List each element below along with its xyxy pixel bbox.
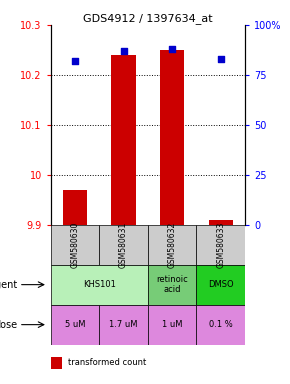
Bar: [51, 265, 148, 305]
Bar: [111, 55, 136, 225]
Point: [121, 48, 126, 54]
Text: GSM580633: GSM580633: [216, 222, 225, 268]
Bar: [51, 357, 62, 369]
Bar: [197, 225, 245, 265]
Bar: [51, 225, 99, 265]
Text: GSM580631: GSM580631: [119, 222, 128, 268]
Text: 1 uM: 1 uM: [162, 320, 182, 329]
Bar: [148, 225, 196, 265]
Bar: [148, 265, 196, 305]
Bar: [197, 305, 245, 345]
Text: GSM580632: GSM580632: [168, 222, 177, 268]
Text: 5 uM: 5 uM: [65, 320, 85, 329]
Bar: [63, 190, 87, 225]
Text: 0.1 %: 0.1 %: [209, 320, 233, 329]
Text: 1.7 uM: 1.7 uM: [109, 320, 138, 329]
Point: [73, 58, 77, 64]
Text: agent: agent: [0, 280, 17, 290]
Text: KHS101: KHS101: [83, 280, 116, 289]
Bar: [197, 265, 245, 305]
Bar: [209, 220, 233, 225]
Bar: [160, 50, 184, 225]
Text: DMSO: DMSO: [208, 280, 233, 289]
Bar: [51, 305, 99, 345]
Bar: [99, 225, 148, 265]
Point: [218, 56, 223, 62]
Bar: [99, 305, 148, 345]
Text: retinoic
acid: retinoic acid: [156, 275, 188, 295]
Bar: [148, 305, 196, 345]
Title: GDS4912 / 1397634_at: GDS4912 / 1397634_at: [83, 13, 213, 24]
Point: [170, 46, 175, 52]
Text: dose: dose: [0, 319, 17, 329]
Text: transformed count: transformed count: [68, 358, 146, 367]
Text: GSM580630: GSM580630: [70, 222, 79, 268]
